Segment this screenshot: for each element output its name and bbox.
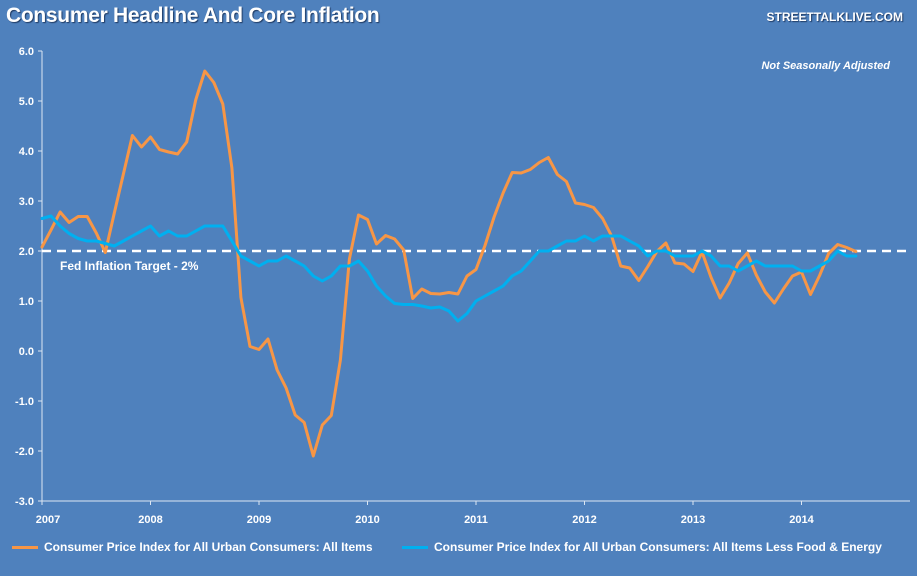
y-tick-label: 4.0 <box>19 146 34 158</box>
series-line-core <box>40 214 858 323</box>
y-tick-label: -2.0 <box>15 446 34 458</box>
annotation-not-seasonally-adjusted: Not Seasonally Adjusted <box>761 60 890 72</box>
legend-item-headline: Consumer Price Index for All Urban Consu… <box>12 540 373 554</box>
legend-item-core: Consumer Price Index for All Urban Consu… <box>402 540 882 554</box>
y-tick-label: -3.0 <box>15 496 34 508</box>
legend-swatch-headline <box>12 545 38 549</box>
y-tick-label: 0.0 <box>19 346 34 358</box>
brand-watermark: STREETTALKLIVE.COM <box>766 10 903 24</box>
legend-label-headline: Consumer Price Index for All Urban Consu… <box>44 540 373 554</box>
labels-group: Fed Inflation Target - 2% Not Seasonally … <box>60 60 890 273</box>
series-group <box>40 69 858 458</box>
x-tick-label: 2013 <box>681 514 705 526</box>
x-tick-label: 2008 <box>138 514 162 526</box>
fed-target-label: Fed Inflation Target - 2% <box>60 259 199 273</box>
y-tick-label: 2.0 <box>19 246 34 258</box>
x-tick-label: 2010 <box>355 514 379 526</box>
legend-label-core: Consumer Price Index for All Urban Consu… <box>434 540 882 554</box>
x-tick-label: 2012 <box>572 514 596 526</box>
series-line-headline <box>40 69 858 458</box>
y-tick-label: 1.0 <box>19 296 34 308</box>
legend-swatch-core <box>402 545 428 549</box>
x-tick-label: 2014 <box>789 514 814 526</box>
y-tick-label: 6.0 <box>19 46 34 58</box>
y-tick-label: 5.0 <box>19 96 34 108</box>
legend: Consumer Price Index for All Urban Consu… <box>12 540 912 558</box>
x-tick-label: 2007 <box>36 514 60 526</box>
x-tick-label: 2011 <box>464 514 488 526</box>
y-tick-label: 3.0 <box>19 196 34 208</box>
chart-title: Consumer Headline And Core Inflation <box>6 4 380 27</box>
x-tick-label: 2009 <box>247 514 271 526</box>
y-tick-label: -1.0 <box>15 396 34 408</box>
